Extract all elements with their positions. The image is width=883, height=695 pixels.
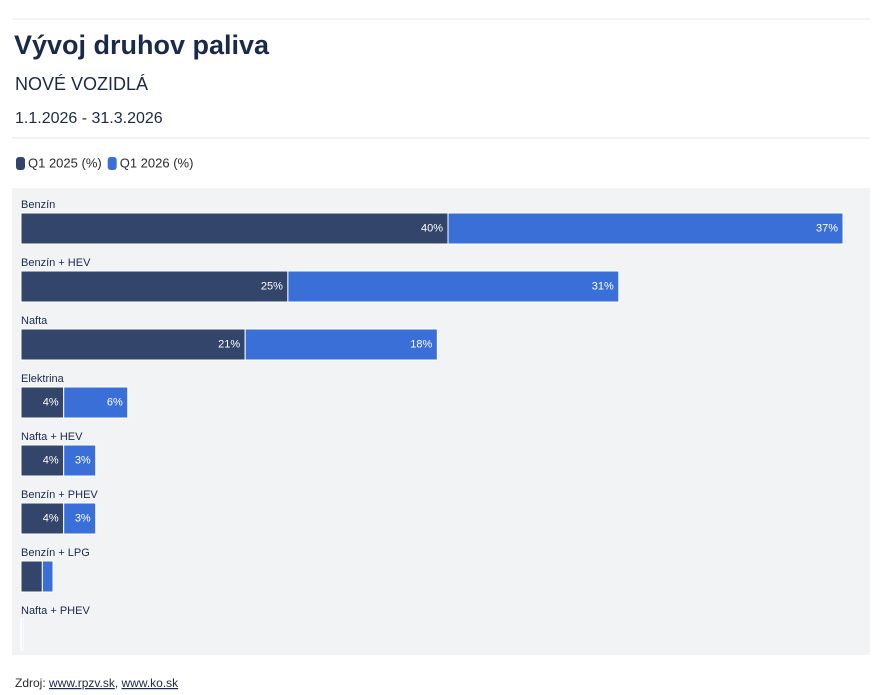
bar-segment bbox=[20, 502, 65, 535]
category-label: Nafta bbox=[21, 315, 48, 327]
legend-label: Q1 2025 (%) bbox=[28, 155, 102, 170]
bar-segment bbox=[20, 386, 65, 419]
data-label: 31% bbox=[592, 280, 614, 292]
legend-swatch bbox=[16, 157, 25, 170]
bar-segment bbox=[63, 502, 97, 535]
plot: Benzín 40% 37% Benzín + HEV 25% 31% Nafta 21% 18… bbox=[20, 199, 844, 651]
source-link[interactable]: www.ko.sk bbox=[121, 676, 180, 690]
source-label: Zdroj: bbox=[15, 676, 46, 690]
bar-segment bbox=[20, 560, 43, 593]
data-label: 40% bbox=[421, 222, 443, 234]
category-label: Benzín + LPG bbox=[21, 547, 90, 559]
bar-segment bbox=[287, 270, 620, 303]
bar-segment bbox=[63, 386, 129, 419]
source-link[interactable]: www.rpzv.sk bbox=[48, 676, 116, 690]
legend-label: Q1 2026 (%) bbox=[120, 155, 194, 170]
bar-segment bbox=[447, 212, 844, 245]
data-label: 37% bbox=[816, 222, 838, 234]
bar-segment bbox=[41, 560, 54, 593]
bar-segment bbox=[20, 212, 449, 245]
category-label: Elektrina bbox=[21, 373, 65, 385]
data-label: 3% bbox=[75, 512, 91, 524]
data-label: 4% bbox=[43, 454, 59, 466]
date-range: 1.1.2026 - 31.3.2026 bbox=[15, 110, 163, 127]
subtitle: NOVÉ VOZIDLÁ bbox=[15, 74, 148, 94]
data-label: 4% bbox=[43, 396, 59, 408]
data-label: 3% bbox=[75, 454, 91, 466]
data-label: 4% bbox=[43, 512, 59, 524]
category-label: Benzín + PHEV bbox=[21, 489, 98, 501]
bar-segment bbox=[63, 444, 97, 477]
data-label: 18% bbox=[410, 338, 432, 350]
category-label: Benzín + HEV bbox=[21, 257, 91, 269]
legend-swatch bbox=[107, 157, 117, 170]
data-label: 21% bbox=[218, 338, 240, 350]
bar-segment bbox=[21, 618, 24, 651]
legend: Q1 2025 (%) Q1 2026 (%) bbox=[16, 155, 193, 170]
bar-segment bbox=[20, 270, 289, 303]
source: Zdroj: www.rpzv.sk, www.ko.sk bbox=[15, 676, 179, 690]
source-separator: , bbox=[115, 676, 122, 690]
data-label: 25% bbox=[261, 280, 283, 292]
category-label: Benzín bbox=[21, 199, 55, 211]
bar-segment bbox=[20, 444, 65, 477]
category-label: Nafta + HEV bbox=[21, 431, 83, 443]
chart-title: Vývoj druhov paliva bbox=[14, 30, 270, 60]
category-label: Nafta + PHEV bbox=[21, 605, 90, 617]
bar-segment bbox=[20, 328, 246, 361]
bar-segment bbox=[244, 328, 438, 361]
plot-background bbox=[12, 188, 870, 655]
data-label: 6% bbox=[107, 396, 123, 408]
